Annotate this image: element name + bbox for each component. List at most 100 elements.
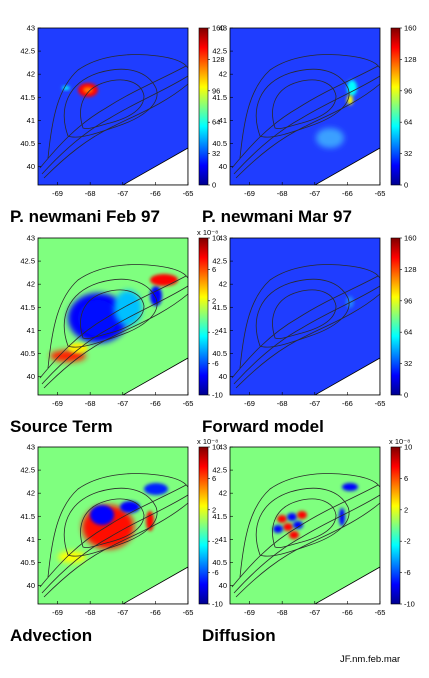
panel-source-term: -69 -68 -67 -66 -65 43 42.5 42 41.5 41 40.5 40 10 6 2 -… — [10, 228, 223, 436]
x-tick-label: -67 — [117, 608, 128, 617]
y-tick-label: 41.5 — [212, 303, 227, 312]
contour-line — [43, 502, 188, 598]
x-tick-label: -69 — [244, 399, 255, 408]
y-tick-label: 41 — [219, 116, 227, 125]
x-tick-label: -68 — [277, 399, 288, 408]
colorbar-tick-label: 0 — [212, 181, 216, 190]
x-tick-label: -67 — [117, 399, 128, 408]
colorbar-tick-label: 6 — [212, 474, 216, 483]
y-tick-label: 42 — [219, 489, 227, 498]
panel-forward-model: -69 -68 -67 -66 -654342.54241.54140.54016012… — [202, 234, 417, 437]
colorbar-tick-label: 6 — [212, 265, 216, 274]
colorbar-tick-label: 0 — [404, 181, 408, 190]
source-ne-red — [150, 274, 178, 286]
y-tick-label: 41 — [27, 535, 35, 544]
y-tick-label: 41 — [27, 326, 35, 335]
y-tick-label: 43 — [27, 24, 35, 33]
contour-line — [41, 75, 188, 175]
x-tick-label: -69 — [244, 608, 255, 617]
y-tick-label: 42 — [27, 280, 35, 289]
contour-line — [239, 264, 380, 369]
land-mask — [122, 357, 188, 395]
plot-background — [230, 28, 380, 185]
contour-line — [43, 83, 188, 179]
x-tick-label: -67 — [309, 189, 320, 198]
y-tick-label: 42 — [27, 70, 35, 79]
contour-line — [272, 289, 337, 339]
y-tick-label: 42 — [219, 70, 227, 79]
panel-diffusion: -69 -68 -67 -66 -654342.54241.54140.5401062-… — [202, 437, 415, 645]
plot-background — [230, 447, 380, 604]
patch-shelf-edge — [347, 80, 357, 96]
source-mid — [114, 290, 142, 326]
x-tick-label: -69 — [52, 399, 63, 408]
contour-line — [39, 65, 187, 169]
y-tick-label: 43 — [219, 234, 227, 243]
panel-title: Advection — [10, 626, 92, 645]
panel-feb97: -69 -68 -67 -66 -65 43 42.5 42 41.5 41 40.5 40 160 12… — [10, 24, 225, 227]
y-tick-label: 42 — [27, 489, 35, 498]
source-edge-blue — [150, 286, 162, 306]
adv-yellow — [58, 551, 86, 563]
colorbar-tick-label: 32 — [404, 149, 412, 158]
panel-title: Diffusion — [202, 626, 276, 645]
x-tick-label: -66 — [150, 608, 161, 617]
y-tick-label: 40 — [219, 162, 227, 171]
colorbar — [198, 237, 209, 396]
colorbar-tick-label: 0 — [404, 391, 408, 400]
contour-line — [47, 54, 188, 159]
colorbar-tick-label: 96 — [404, 296, 412, 305]
land-mask — [122, 566, 188, 604]
contour-line — [80, 289, 145, 339]
y-tick-label: 42.5 — [20, 257, 35, 266]
colorbar-exponent: x 10⁻⁸ — [197, 228, 218, 237]
contour-line — [64, 278, 158, 348]
contour-line — [256, 487, 350, 557]
diff-patch-5 — [297, 511, 307, 519]
colorbar-tick-label: -2 — [212, 328, 219, 337]
colorbar-exponent: x 10⁻⁸ — [197, 437, 218, 446]
colorbar-tick-label: -6 — [212, 359, 219, 368]
diff-edge — [339, 508, 345, 526]
colorbar-tick-label: -10 — [212, 391, 223, 400]
colorbar-tick-label: 10 — [212, 234, 220, 243]
colorbar-tick-label: 10 — [212, 443, 220, 452]
panel-title: P. newmani Feb 97 — [10, 207, 160, 226]
contour-line — [256, 278, 350, 348]
colorbar-tick-label: -6 — [404, 568, 411, 577]
land-mask — [314, 147, 380, 185]
contour-line — [43, 293, 188, 389]
contour-line — [235, 293, 380, 389]
diff-patch-2 — [283, 523, 293, 531]
contour-line — [272, 79, 337, 129]
contour-line — [231, 65, 379, 169]
colorbar-tick-label: 128 — [212, 55, 225, 64]
contour-line — [39, 484, 187, 588]
x-tick-label: -65 — [183, 399, 194, 408]
colorbar-tick-label: 32 — [404, 359, 412, 368]
y-tick-label: 41.5 — [20, 93, 35, 102]
colorbar-tick-label: 160 — [404, 234, 417, 243]
x-tick-label: -65 — [375, 608, 386, 617]
contour-line — [64, 487, 158, 557]
x-tick-label: -66 — [150, 399, 161, 408]
colorbar-tick-label: 10 — [404, 443, 412, 452]
diff-patch-3 — [293, 521, 303, 529]
diff-patch-1 — [287, 513, 297, 521]
plot-frame — [229, 27, 381, 186]
colorbar — [198, 27, 209, 186]
plot-frame — [229, 237, 381, 396]
panel-mar97: -69 -68 -67 -66 -65 43 42.5 42 41.5 41 40.5 40 160 12… — [202, 24, 417, 227]
colorbar-tick-label: -2 — [404, 537, 411, 546]
colorbar — [390, 237, 401, 396]
plot-area — [230, 238, 380, 395]
plot-area — [38, 447, 188, 604]
x-tick-label: -66 — [342, 189, 353, 198]
y-tick-label: 40 — [27, 372, 35, 381]
plot-area — [38, 28, 188, 185]
contour-line — [233, 75, 380, 175]
y-tick-label: 42 — [219, 280, 227, 289]
y-tick-label: 43 — [219, 443, 227, 452]
y-tick-label: 42.5 — [212, 257, 227, 266]
